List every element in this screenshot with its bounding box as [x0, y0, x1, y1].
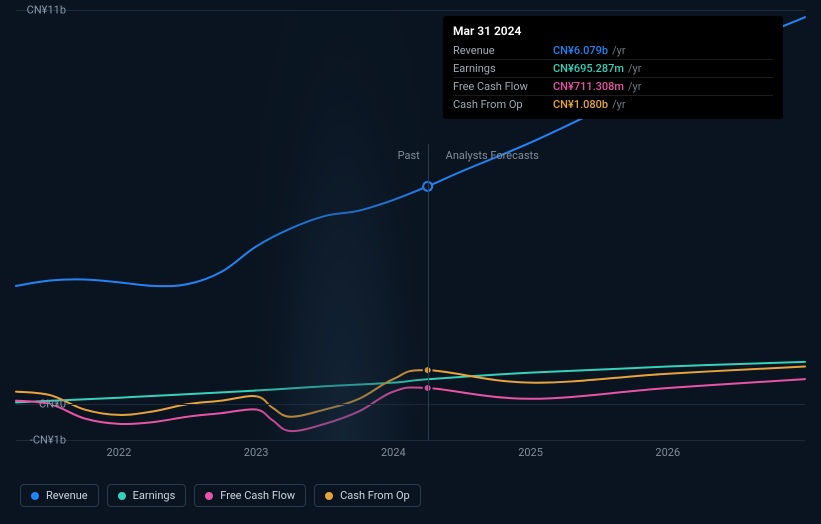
section-label-past: Past [398, 149, 420, 162]
tooltip-key: Free Cash Flow [453, 80, 553, 93]
legend-label: Cash From Op [340, 489, 410, 502]
hover-tooltip: Mar 31 2024 RevenueCN¥6.079b/yrEarningsC… [443, 16, 783, 119]
tooltip-value: CN¥695.287m [553, 62, 624, 75]
tooltip-value: CN¥1.080b [553, 98, 608, 111]
tooltip-key: Revenue [453, 44, 553, 57]
tooltip-row: Cash From OpCN¥1.080b/yr [453, 96, 773, 113]
tooltip-unit: /yr [628, 62, 641, 75]
tooltip-date: Mar 31 2024 [453, 24, 773, 38]
legend-dot-icon [205, 492, 213, 500]
x-axis-label: 2023 [244, 446, 269, 459]
past-forecast-divider [428, 144, 429, 440]
x-axis-label: 2024 [381, 446, 406, 459]
legend-label: Earnings [133, 489, 176, 502]
legend-dot-icon [325, 492, 333, 500]
tooltip-unit: /yr [612, 44, 625, 57]
tooltip-unit: /yr [628, 80, 641, 93]
y-axis-label: -CN¥1b [30, 434, 66, 447]
legend-dot-icon [118, 492, 126, 500]
gridline [16, 440, 805, 441]
legend-item-earnings[interactable]: Earnings [107, 484, 187, 507]
x-axis-label: 2022 [107, 446, 132, 459]
x-axis-label: 2025 [518, 446, 543, 459]
y-axis-label: CN¥0 [39, 398, 66, 411]
section-label-forecast: Analysts Forecasts [446, 149, 539, 162]
tooltip-value: CN¥711.308m [553, 80, 624, 93]
legend-label: Free Cash Flow [220, 489, 295, 502]
tooltip-unit: /yr [612, 98, 625, 111]
legend: Revenue Earnings Free Cash Flow Cash From O… [20, 484, 421, 507]
legend-label: Revenue [46, 489, 88, 502]
tooltip-row: Free Cash FlowCN¥711.308m/yr [453, 78, 773, 96]
tooltip-value: CN¥6.079b [553, 44, 608, 57]
earnings-forecast-chart: CN¥11b CN¥0 -CN¥1b Past Analysts Forecasts 2… [0, 0, 821, 524]
tooltip-key: Earnings [453, 62, 553, 75]
x-axis-label: 2026 [655, 446, 680, 459]
tooltip-row: RevenueCN¥6.079b/yr [453, 42, 773, 60]
legend-item-revenue[interactable]: Revenue [20, 484, 99, 507]
legend-item-fcf[interactable]: Free Cash Flow [194, 484, 306, 507]
past-highlight [256, 10, 428, 440]
legend-item-cfo[interactable]: Cash From Op [314, 484, 421, 507]
y-axis-label: CN¥11b [27, 4, 66, 17]
x-axis: 2022 2023 2024 2025 2026 [16, 446, 805, 464]
tooltip-row: EarningsCN¥695.287m/yr [453, 60, 773, 78]
tooltip-key: Cash From Op [453, 98, 553, 111]
legend-dot-icon [31, 492, 39, 500]
